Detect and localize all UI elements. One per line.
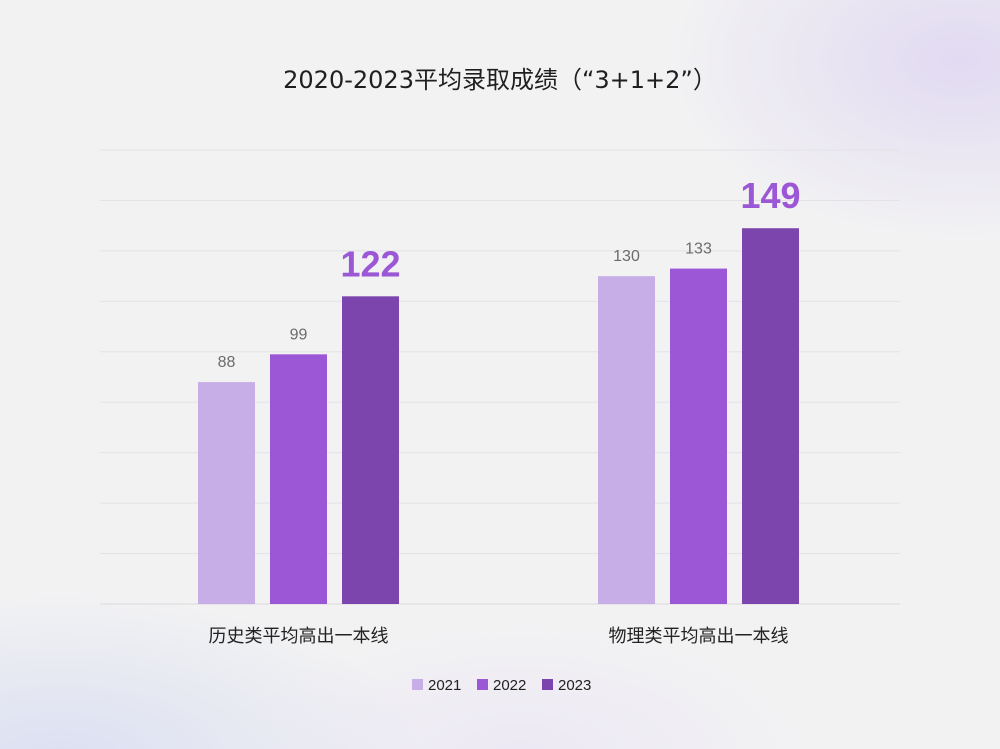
legend-label-2023: 2023: [558, 677, 591, 694]
data-label-2022-1: 99: [290, 326, 308, 343]
data-label-2021-2: 130: [613, 248, 640, 265]
legend-swatch-2021: [412, 679, 423, 690]
legend-label-2021: 2021: [428, 677, 461, 694]
legend-item-2023[interactable]: 2023: [542, 677, 591, 694]
bar-2023-2: [742, 228, 799, 605]
legend[interactable]: 2021 2022 2023: [412, 677, 591, 694]
legend-label-2022: 2022: [493, 677, 526, 694]
bar-2021-2: [598, 276, 655, 604]
category-label-2: 物理类平均高出一本线: [609, 626, 789, 647]
legend-item-2021[interactable]: 2021: [412, 677, 461, 694]
data-labels: 88 99 122 130 133 149: [218, 175, 801, 371]
category-label-1: 历史类平均高出一本线: [209, 626, 389, 647]
legend-item-2022[interactable]: 2022: [477, 677, 526, 694]
bar-2022-2: [670, 268, 727, 604]
data-label-2022-2: 133: [685, 241, 712, 258]
data-label-2023-1: 122: [340, 243, 400, 284]
bars: [198, 228, 799, 605]
data-label-2021-1: 88: [218, 354, 236, 371]
legend-swatch-2023: [542, 679, 553, 690]
legend-swatch-2022: [477, 679, 488, 690]
data-label-2023-2: 149: [740, 175, 800, 216]
bar-2021-1: [198, 382, 255, 604]
category-labels: 历史类平均高出一本线 物理类平均高出一本线: [209, 626, 789, 647]
bar-2023-1: [342, 296, 399, 604]
chart-title: 2020-2023平均录取成绩（“3+1+2”）: [283, 66, 717, 94]
bar-2022-1: [270, 354, 327, 604]
